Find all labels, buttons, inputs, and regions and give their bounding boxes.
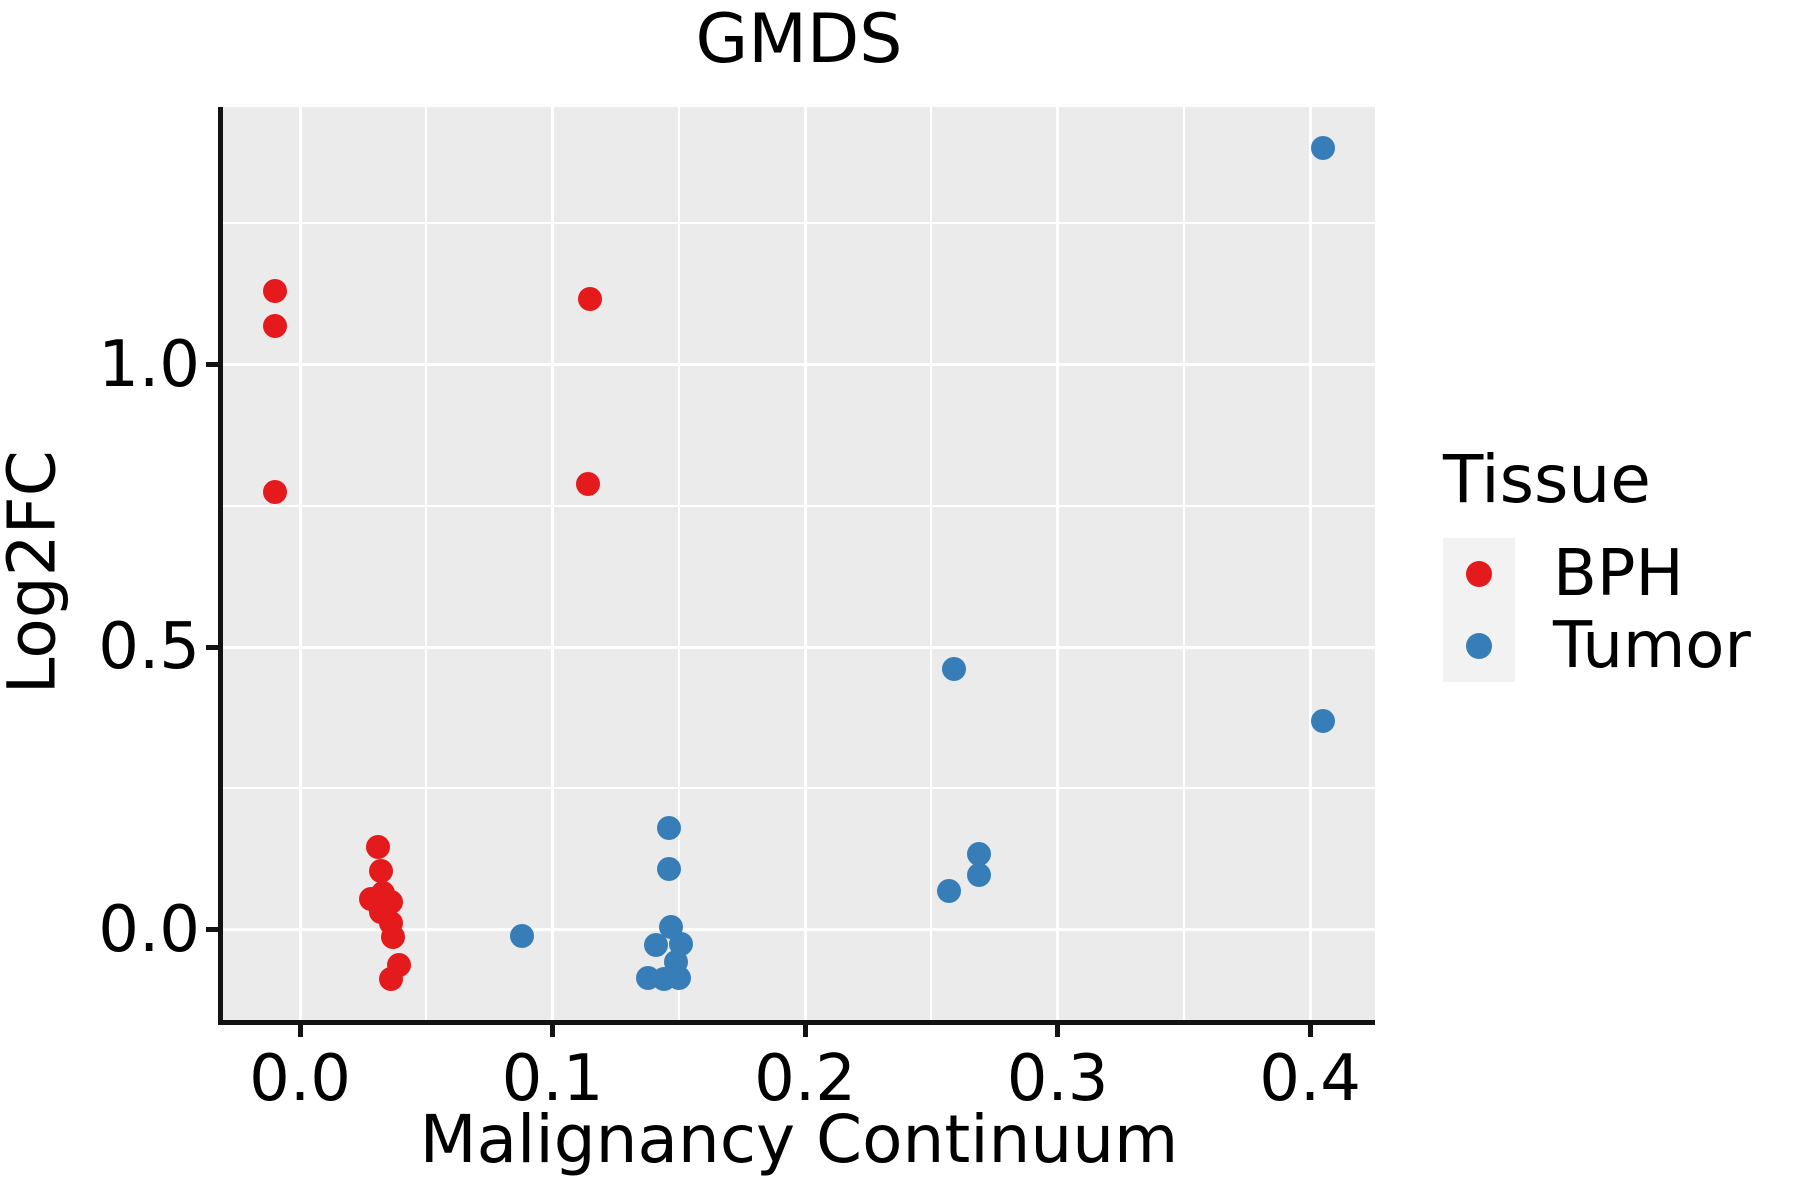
plot-title: GMDS [695, 0, 903, 79]
legend-key-tumor [1443, 609, 1515, 682]
data-point-tumor [656, 856, 681, 881]
major-gridline-x [1308, 107, 1312, 1020]
data-point-bph [262, 313, 287, 338]
x-tick-label: 0.4 [1259, 1042, 1361, 1116]
data-point-tumor [656, 816, 681, 841]
x-tick-label: 0.1 [501, 1042, 604, 1116]
major-gridline-x [1056, 107, 1060, 1020]
data-point-bph [381, 924, 406, 949]
data-point-tumor [510, 924, 535, 949]
x-tick-label: 0.0 [249, 1042, 351, 1116]
legend-label-tumor: Tumor [1553, 608, 1751, 683]
y-tick-label: 0.5 [98, 610, 200, 685]
minor-gridline-y [223, 787, 1375, 790]
data-point-tumor [644, 933, 669, 958]
major-gridline-x [298, 107, 302, 1020]
y-tick-label: 1.0 [98, 327, 200, 402]
data-point-bph [262, 279, 287, 304]
tumor-point-icon [1466, 632, 1492, 659]
x-tick-mark [1307, 1025, 1313, 1037]
data-point-bph [366, 835, 391, 860]
legend-label-bph: BPH [1553, 536, 1684, 611]
major-gridline-x [551, 107, 555, 1020]
data-point-bph [262, 479, 287, 504]
minor-gridline-x [930, 107, 933, 1020]
data-point-tumor [942, 656, 967, 681]
legend-item-tumor: Tumor [1443, 608, 1751, 683]
data-point-tumor [936, 879, 961, 904]
data-point-bph [378, 966, 403, 991]
minor-gridline-y [223, 222, 1375, 225]
minor-gridline-x [1182, 107, 1185, 1020]
legend-key-bph [1443, 537, 1515, 610]
data-point-bph [368, 859, 393, 884]
y-tick-mark [206, 644, 218, 650]
data-point-bph [575, 471, 600, 496]
bph-point-icon [1466, 560, 1492, 587]
data-point-tumor [1310, 708, 1335, 733]
x-tick-mark [297, 1025, 303, 1037]
major-gridline-y [223, 645, 1375, 649]
major-gridline-y [223, 928, 1375, 932]
y-axis-line [218, 107, 223, 1025]
data-point-tumor [967, 841, 992, 866]
data-point-tumor [967, 862, 992, 887]
minor-gridline-y [223, 504, 1375, 507]
y-tick-mark [206, 362, 218, 368]
y-tick-mark [206, 927, 218, 933]
minor-gridline-x [677, 107, 680, 1020]
plot-panel [223, 107, 1375, 1020]
minor-gridline-x [425, 107, 428, 1020]
x-axis-line [218, 1020, 1375, 1025]
data-point-tumor [1310, 136, 1335, 161]
major-gridline-y [223, 363, 1375, 367]
x-tick-label: 0.3 [1006, 1042, 1109, 1116]
legend: Tissue BPH Tumor [1443, 441, 1751, 683]
data-point-tumor [651, 967, 676, 992]
data-point-bph [578, 286, 603, 311]
x-tick-label: 0.2 [754, 1042, 856, 1116]
major-gridline-x [803, 107, 807, 1020]
legend-item-bph: BPH [1443, 536, 1751, 611]
y-axis-title: Log2FC [0, 450, 71, 695]
legend-title: Tissue [1443, 441, 1651, 518]
x-tick-mark [802, 1025, 808, 1037]
y-tick-label: 0.0 [98, 892, 200, 967]
x-axis-title: Malignancy Continuum [419, 1101, 1179, 1178]
x-tick-mark [550, 1025, 556, 1037]
x-tick-mark [1055, 1025, 1061, 1037]
